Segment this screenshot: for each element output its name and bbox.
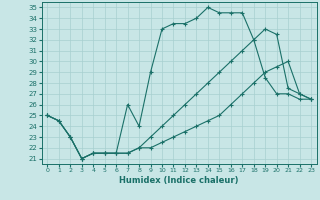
- X-axis label: Humidex (Indice chaleur): Humidex (Indice chaleur): [119, 176, 239, 185]
